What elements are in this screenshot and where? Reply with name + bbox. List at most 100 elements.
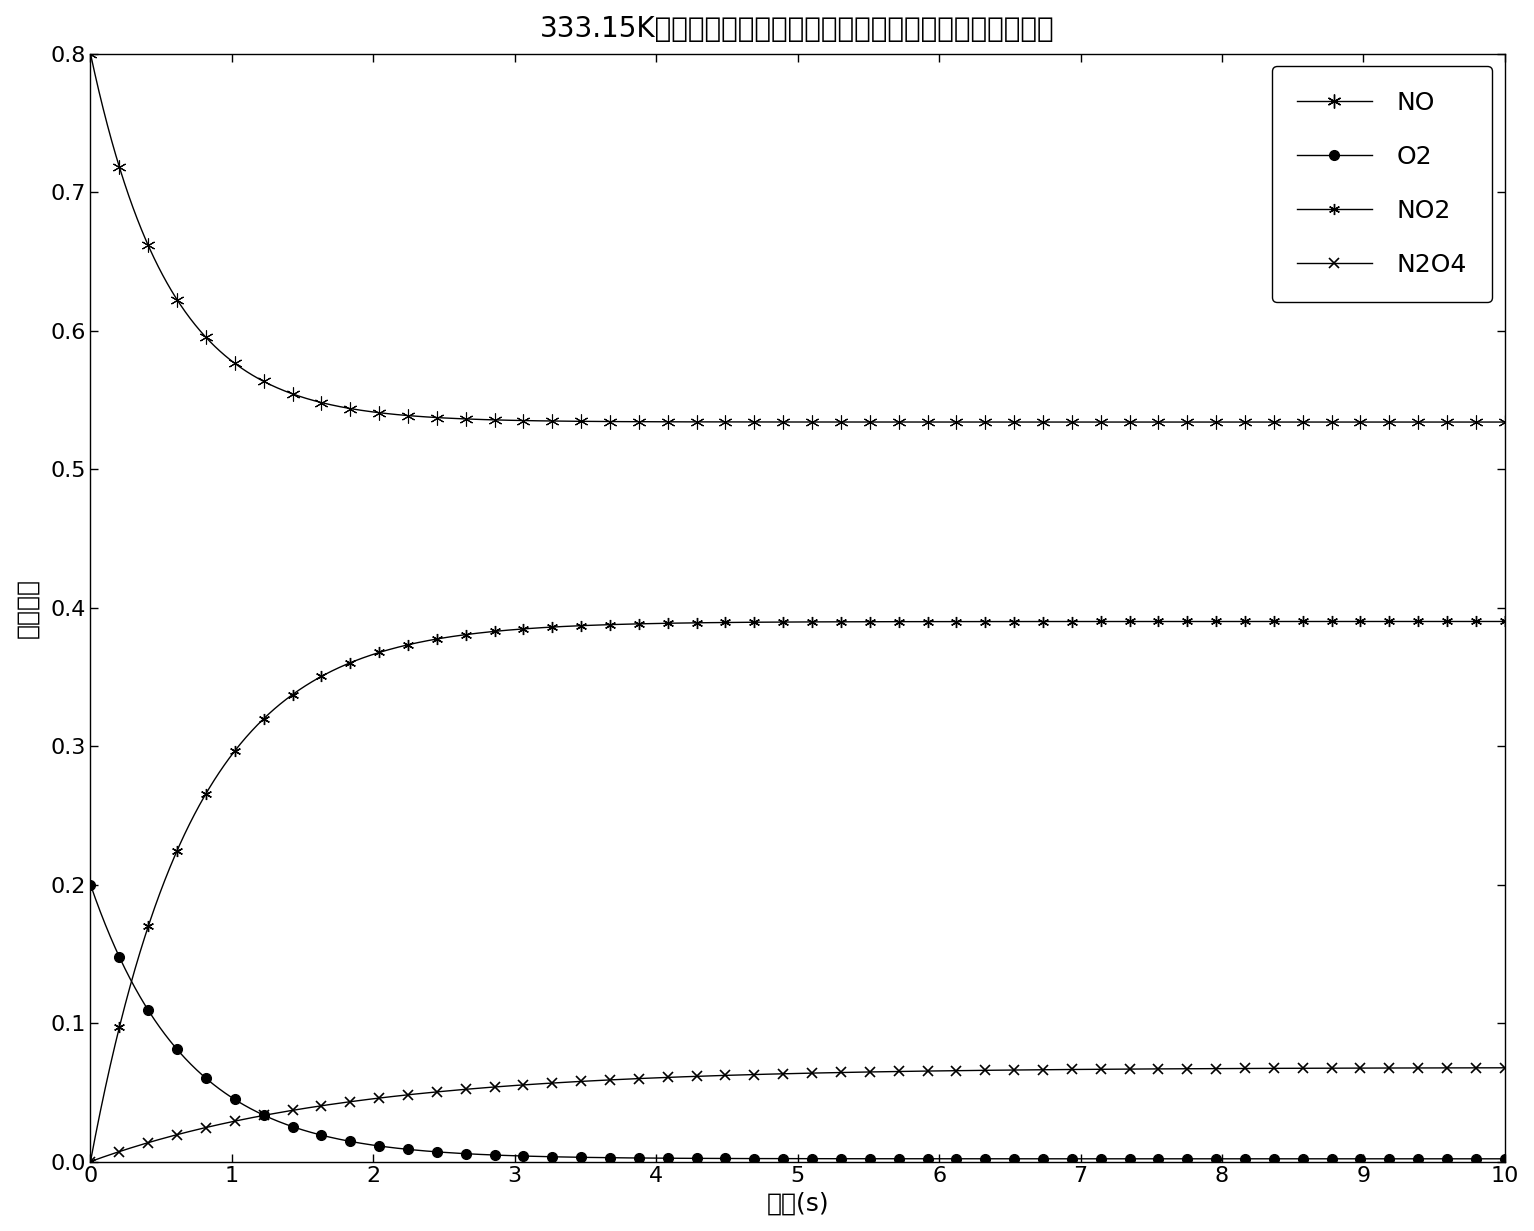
O2 <box>861 1151 879 1166</box>
N2O4 <box>225 1114 244 1129</box>
NO <box>514 414 532 428</box>
O2 <box>890 1151 908 1166</box>
O2 <box>976 1151 994 1166</box>
NO <box>1381 415 1399 430</box>
NO2 <box>1120 614 1138 629</box>
NO2 <box>919 614 937 629</box>
Y-axis label: 摩尔分率: 摩尔分率 <box>15 577 38 638</box>
NO <box>687 415 706 430</box>
NO <box>890 415 908 430</box>
NO <box>255 374 273 389</box>
N2O4 <box>255 1108 273 1123</box>
NO <box>861 415 879 430</box>
NO2 <box>1149 614 1167 629</box>
NO2 <box>1063 614 1081 629</box>
Line: N2O4: N2O4 <box>86 1062 1509 1167</box>
NO <box>370 405 388 420</box>
N2O4 <box>1496 1060 1514 1075</box>
N2O4 <box>1467 1060 1485 1075</box>
O2 <box>1410 1151 1428 1166</box>
NO <box>802 415 821 430</box>
N2O4 <box>946 1064 965 1078</box>
O2 <box>457 1146 476 1161</box>
O2 <box>1149 1151 1167 1166</box>
N2O4 <box>802 1066 821 1081</box>
NO2 <box>629 617 647 632</box>
O2 <box>140 1003 158 1018</box>
NO2 <box>1322 614 1341 629</box>
NO2 <box>1351 614 1370 629</box>
NO2 <box>1293 614 1312 629</box>
NO <box>81 47 100 62</box>
NO <box>919 415 937 430</box>
O2 <box>687 1151 706 1166</box>
O2 <box>658 1151 676 1166</box>
NO <box>1467 415 1485 430</box>
NO <box>225 356 244 371</box>
NO2 <box>196 787 215 801</box>
NO <box>831 415 850 430</box>
N2O4 <box>428 1085 446 1099</box>
O2 <box>601 1150 620 1165</box>
O2 <box>284 1119 302 1134</box>
O2 <box>313 1128 331 1142</box>
O2 <box>1005 1151 1023 1166</box>
O2 <box>946 1151 965 1166</box>
NO <box>946 415 965 430</box>
NO <box>1092 415 1111 430</box>
O2 <box>802 1151 821 1166</box>
Legend: NO, O2, NO2, N2O4: NO, O2, NO2, N2O4 <box>1272 66 1493 302</box>
NO <box>1351 415 1370 430</box>
NO2 <box>81 1155 100 1169</box>
N2O4 <box>1207 1061 1226 1076</box>
O2 <box>399 1142 417 1157</box>
N2O4 <box>861 1065 879 1080</box>
N2O4 <box>1437 1060 1456 1075</box>
NO <box>1410 415 1428 430</box>
N2O4 <box>1092 1062 1111 1077</box>
N2O4 <box>746 1067 764 1082</box>
NO <box>601 414 620 428</box>
N2O4 <box>399 1087 417 1102</box>
N2O4 <box>81 1155 100 1169</box>
NO2 <box>1496 614 1514 629</box>
Line: O2: O2 <box>86 880 1509 1163</box>
O2 <box>1467 1151 1485 1166</box>
NO <box>1178 415 1197 430</box>
O2 <box>716 1151 735 1166</box>
O2 <box>196 1071 215 1086</box>
N2O4 <box>572 1073 591 1088</box>
N2O4 <box>1149 1061 1167 1076</box>
N2O4 <box>1351 1061 1370 1076</box>
NO <box>1293 415 1312 430</box>
NO <box>1264 415 1282 430</box>
O2 <box>1264 1151 1282 1166</box>
NO2 <box>543 619 561 634</box>
O2 <box>514 1149 532 1163</box>
O2 <box>1236 1151 1255 1166</box>
NO <box>313 395 331 410</box>
NO2 <box>1437 614 1456 629</box>
NO <box>140 238 158 252</box>
O2 <box>1322 1151 1341 1166</box>
O2 <box>1381 1151 1399 1166</box>
NO <box>543 414 561 428</box>
N2O4 <box>1178 1061 1197 1076</box>
NO <box>1496 415 1514 430</box>
O2 <box>428 1145 446 1160</box>
N2O4 <box>196 1120 215 1135</box>
O2 <box>1293 1151 1312 1166</box>
NO2 <box>341 655 359 670</box>
N2O4 <box>313 1098 331 1113</box>
O2 <box>81 878 100 892</box>
NO2 <box>1178 614 1197 629</box>
NO2 <box>1034 614 1052 629</box>
NO <box>976 415 994 430</box>
NO2 <box>1005 614 1023 629</box>
O2 <box>1496 1151 1514 1166</box>
N2O4 <box>1236 1061 1255 1076</box>
NO <box>457 411 476 426</box>
O2 <box>831 1151 850 1166</box>
NO <box>658 415 676 430</box>
N2O4 <box>716 1069 735 1083</box>
